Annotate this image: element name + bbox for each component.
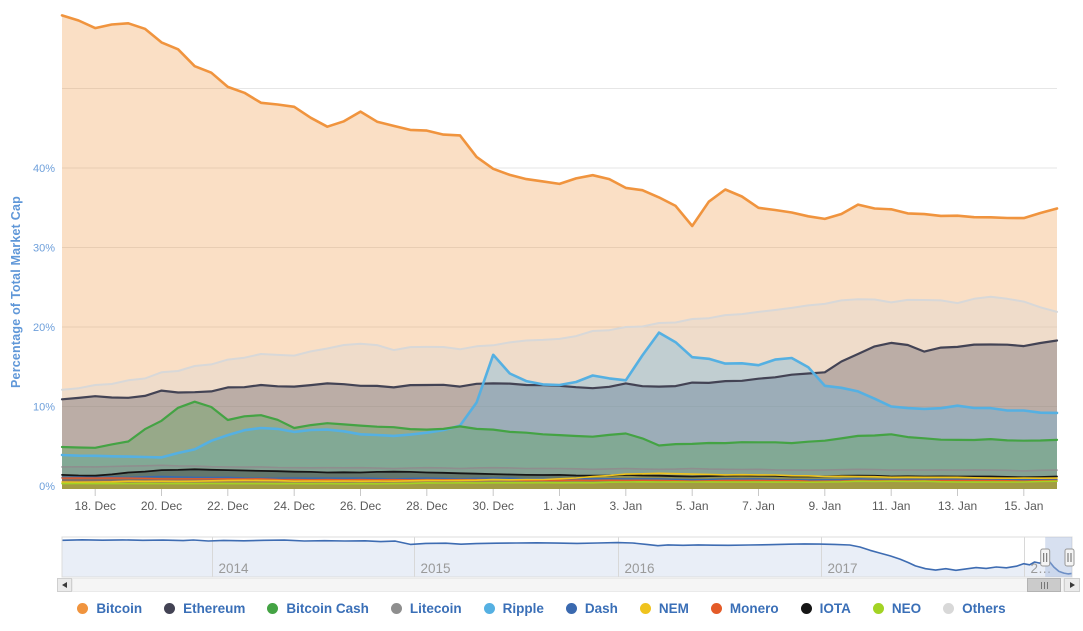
- iota-legend-dot-icon: [800, 603, 812, 614]
- navigator-year-label: 2015: [421, 561, 451, 576]
- series-line-others[interactable]: [61, 295, 1058, 391]
- legend-label: IOTA: [819, 601, 851, 616]
- navigator-handle-right[interactable]: [1064, 548, 1075, 567]
- legend-label: Bitcoin: [96, 601, 143, 616]
- legend-item-bitcoin[interactable]: Bitcoin: [77, 601, 142, 616]
- ethereum-legend-dot-icon: [164, 603, 176, 614]
- y-axis-label: 0%: [39, 481, 55, 493]
- scrollbar-left-arrow-icon: [62, 582, 67, 588]
- x-axis-label: 24. Dec: [274, 499, 315, 513]
- x-axis-label: 11. Jan: [872, 499, 910, 513]
- x-axis-label: 30. Dec: [473, 499, 514, 513]
- legend-label: Bitcoin Cash: [286, 601, 369, 616]
- legend-label: NEM: [658, 601, 689, 616]
- series-line-litecoin[interactable]: [61, 464, 1058, 472]
- navigator-area: [62, 539, 1072, 577]
- others-legend-dot-icon: [943, 603, 955, 614]
- bitcoin-legend-dot-icon: [77, 603, 89, 614]
- series-line-ripple[interactable]: [60, 331, 1059, 459]
- series-area-ethereum[interactable]: [62, 340, 1057, 490]
- series-line-monero[interactable]: [61, 477, 1058, 482]
- navigator-line: [61, 539, 1073, 575]
- legend-item-litecoin[interactable]: Litecoin: [390, 601, 462, 616]
- scrollbar-left-button[interactable]: [57, 578, 72, 592]
- series-area-bitcoin[interactable]: [62, 15, 1057, 490]
- legend-label: Ethereum: [183, 601, 246, 616]
- legend-label: NEO: [891, 601, 922, 616]
- x-axis-label: 18. Dec: [75, 499, 116, 513]
- series-area-nem[interactable]: [62, 473, 1057, 489]
- chart-legend: Bitcoin Ethereum Bitcoin Cash Litecoin Rippl…: [0, 601, 1083, 616]
- dash-legend-dot-icon: [565, 603, 577, 614]
- legend-item-iota[interactable]: IOTA: [800, 601, 851, 616]
- legend-label: Ripple: [502, 601, 544, 616]
- series-area-neo[interactable]: [62, 481, 1057, 489]
- x-axis-label: 5. Jan: [676, 499, 709, 513]
- scrollbar-right-arrow-icon: [1069, 582, 1075, 588]
- neo-legend-dot-icon: [872, 603, 884, 614]
- scrollbar-right-button[interactable]: [1064, 578, 1080, 592]
- navigator[interactable]: 2014 2015 2016 2017 2…: [61, 536, 1075, 578]
- legend-label: Dash: [584, 601, 618, 616]
- y-axis-label: 10%: [33, 402, 55, 414]
- y-axis-label: 20%: [33, 322, 55, 334]
- series-line-bitcoin[interactable]: [60, 14, 1059, 228]
- x-axis-label: 20. Dec: [141, 499, 182, 513]
- series-line-bitcoin-cash[interactable]: [60, 400, 1059, 449]
- scrollbar-track[interactable]: [72, 578, 1064, 592]
- x-axis-label: 13. Jan: [938, 499, 977, 513]
- nem-legend-dot-icon: [639, 603, 651, 614]
- y-axis-label: 30%: [33, 243, 55, 255]
- legend-item-nem[interactable]: NEM: [639, 601, 689, 616]
- legend-item-neo[interactable]: NEO: [872, 601, 922, 616]
- legend-item-dash[interactable]: Dash: [565, 601, 618, 616]
- navigator-handle-left[interactable]: [1040, 548, 1051, 567]
- ripple-legend-dot-icon: [483, 603, 495, 614]
- scrollbar-thumb[interactable]: [1027, 578, 1061, 592]
- scrollbar-grip-icon: [1043, 581, 1045, 589]
- y-axis-label: 40%: [33, 163, 55, 175]
- legend-label: Litecoin: [409, 601, 462, 616]
- x-axis-label: 22. Dec: [207, 499, 248, 513]
- x-axis-label: 7. Jan: [742, 499, 775, 513]
- legend-label: Others: [962, 601, 1006, 616]
- bitcoin-cash-legend-dot-icon: [267, 603, 279, 614]
- scrollbar[interactable]: [57, 578, 1082, 593]
- legend-item-ripple[interactable]: Ripple: [483, 601, 544, 616]
- main-chart[interactable]: 0% 10% 20% 30% 40% 18. Dec 20. Dec 22. Dec 24. D…: [0, 0, 1083, 578]
- x-axis-label: 26. Dec: [340, 499, 381, 513]
- navigator-year-label: 2017: [828, 561, 858, 576]
- x-axis-label: 9. Jan: [808, 499, 841, 513]
- x-axis-label: 28. Dec: [406, 499, 447, 513]
- legend-item-ethereum[interactable]: Ethereum: [164, 601, 245, 616]
- x-axis-label: 3. Jan: [609, 499, 642, 513]
- legend-label: Monero: [729, 601, 779, 616]
- gridlines: [62, 88, 1057, 487]
- legend-item-monero[interactable]: Monero: [710, 601, 779, 616]
- monero-legend-dot-icon: [710, 603, 722, 614]
- x-axis-label: 1. Jan: [543, 499, 576, 513]
- navigator-year-label: 2016: [625, 561, 655, 576]
- legend-item-others[interactable]: Others: [943, 601, 1006, 616]
- x-axis-label: 15. Jan: [1004, 499, 1043, 513]
- series-line-nem[interactable]: [61, 472, 1058, 483]
- series-line-neo[interactable]: [61, 480, 1058, 485]
- navigator-year-label: 2014: [219, 561, 250, 576]
- legend-item-bitcoin-cash[interactable]: Bitcoin Cash: [267, 601, 369, 616]
- series-area-ripple[interactable]: [62, 332, 1057, 489]
- litecoin-legend-dot-icon: [390, 603, 402, 614]
